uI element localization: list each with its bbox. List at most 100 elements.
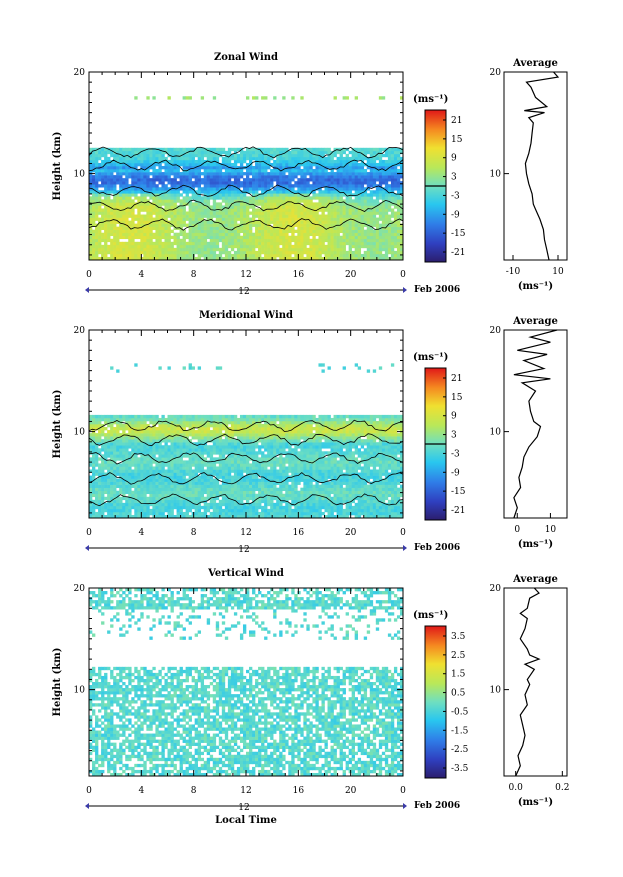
heatmap-cell <box>273 148 276 151</box>
heatmap-cell <box>131 221 134 224</box>
heatmap-cell <box>219 169 222 172</box>
heatmap-cell <box>189 233 192 236</box>
heatmap-cell <box>285 215 288 218</box>
heatmap-cell <box>355 491 358 494</box>
heatmap-cell <box>367 184 370 187</box>
heatmap-cell <box>119 509 122 512</box>
heatmap-cell <box>164 242 167 245</box>
heatmap-cell <box>340 175 343 178</box>
heatmap-cell <box>110 187 113 190</box>
heatmap-cell <box>204 178 207 181</box>
heatmap-cell <box>388 157 391 160</box>
heatmap-cell <box>168 236 171 239</box>
heatmap-cell <box>113 479 116 482</box>
heatmap-cell <box>282 245 285 248</box>
heatmap-cell <box>258 157 261 160</box>
heatmap-cell <box>189 236 192 239</box>
heatmap-cell <box>149 245 152 248</box>
heatmap-cell <box>231 224 234 227</box>
heatmap-cell <box>376 196 379 199</box>
heatmap-cell <box>325 236 328 239</box>
heatmap-cell <box>219 211 222 214</box>
heatmap-cell <box>146 193 149 196</box>
heatmap-cell <box>186 509 189 512</box>
heatmap-cell <box>225 181 228 184</box>
heatmap-cell <box>312 500 315 503</box>
heatmap-cell <box>321 230 324 233</box>
average-y-tick-label: 10 <box>490 170 502 180</box>
heatmap-cell <box>358 230 361 233</box>
heatmap-cell <box>104 151 107 154</box>
heatmap-cell <box>334 485 337 488</box>
heatmap-cell <box>382 224 385 227</box>
heatmap-cell <box>385 485 388 488</box>
heatmap-cell <box>246 181 249 184</box>
heatmap-cell <box>101 154 104 157</box>
heatmap-cell <box>367 193 370 196</box>
heatmap-cell <box>334 251 337 254</box>
heatmap-cell <box>164 178 167 181</box>
heatmap-cell <box>222 242 225 245</box>
heatmap-cell <box>231 242 234 245</box>
heatmap-cell <box>364 500 367 503</box>
heatmap-cell <box>252 169 255 172</box>
heatmap-cell <box>270 172 273 175</box>
heatmap-cell <box>285 218 288 221</box>
heatmap-cell <box>140 208 143 211</box>
heatmap-cell <box>164 485 167 488</box>
heatmap-cell <box>104 184 107 187</box>
heatmap-cell <box>355 187 358 190</box>
heatmap-cell <box>325 239 328 242</box>
heatmap-cell <box>334 193 337 196</box>
heatmap-cell <box>234 230 237 233</box>
heatmap-cell <box>125 178 128 181</box>
heatmap-cell <box>325 494 328 497</box>
heatmap-cell <box>361 503 364 506</box>
heatmap-cell <box>385 172 388 175</box>
heatmap-cell <box>373 215 376 218</box>
heatmap-cell <box>270 512 273 515</box>
heatmap-cell <box>137 251 140 254</box>
heatmap-cell <box>376 242 379 245</box>
heatmap-cell <box>104 248 107 251</box>
heatmap-cell <box>222 221 225 224</box>
heatmap-cell <box>116 503 119 506</box>
heatmap-cell <box>352 245 355 248</box>
heatmap-cell <box>379 239 382 242</box>
heatmap-cell <box>346 494 349 497</box>
heatmap-cell <box>282 239 285 242</box>
heatmap-cell <box>237 196 240 199</box>
heatmap-cell <box>237 215 240 218</box>
heatmap-cell <box>210 154 213 157</box>
heatmap-cell <box>98 479 101 482</box>
average-x-tick-label: -10 <box>506 267 521 277</box>
heatmap-cell <box>195 500 198 503</box>
heatmap-cell <box>382 202 385 205</box>
heatmap-cell <box>171 230 174 233</box>
heatmap-cell <box>294 154 297 157</box>
heatmap-cell <box>168 199 171 202</box>
heatmap-cell <box>246 236 249 239</box>
heatmap-cell <box>168 215 171 218</box>
heatmap-cell <box>346 227 349 230</box>
heatmap-cell <box>198 211 201 214</box>
heatmap-cell <box>394 512 397 515</box>
heatmap-cell <box>137 488 140 491</box>
heatmap-cell <box>122 488 125 491</box>
heatmap-cell <box>255 175 258 178</box>
heatmap-cell <box>382 154 385 157</box>
heatmap-cell <box>213 184 216 187</box>
heatmap-cell <box>125 512 128 515</box>
heatmap-cell <box>291 251 294 254</box>
heatmap-cell <box>318 227 321 230</box>
heatmap-cell <box>152 175 155 178</box>
heatmap-cell <box>352 166 355 169</box>
heatmap-cell <box>300 224 303 227</box>
heatmap-cell <box>285 163 288 166</box>
heatmap-cell <box>349 497 352 500</box>
heatmap-cell <box>101 494 104 497</box>
heatmap-cell <box>119 224 122 227</box>
heatmap-cell <box>340 218 343 221</box>
heatmap-cell <box>385 245 388 248</box>
heatmap-cell <box>240 193 243 196</box>
